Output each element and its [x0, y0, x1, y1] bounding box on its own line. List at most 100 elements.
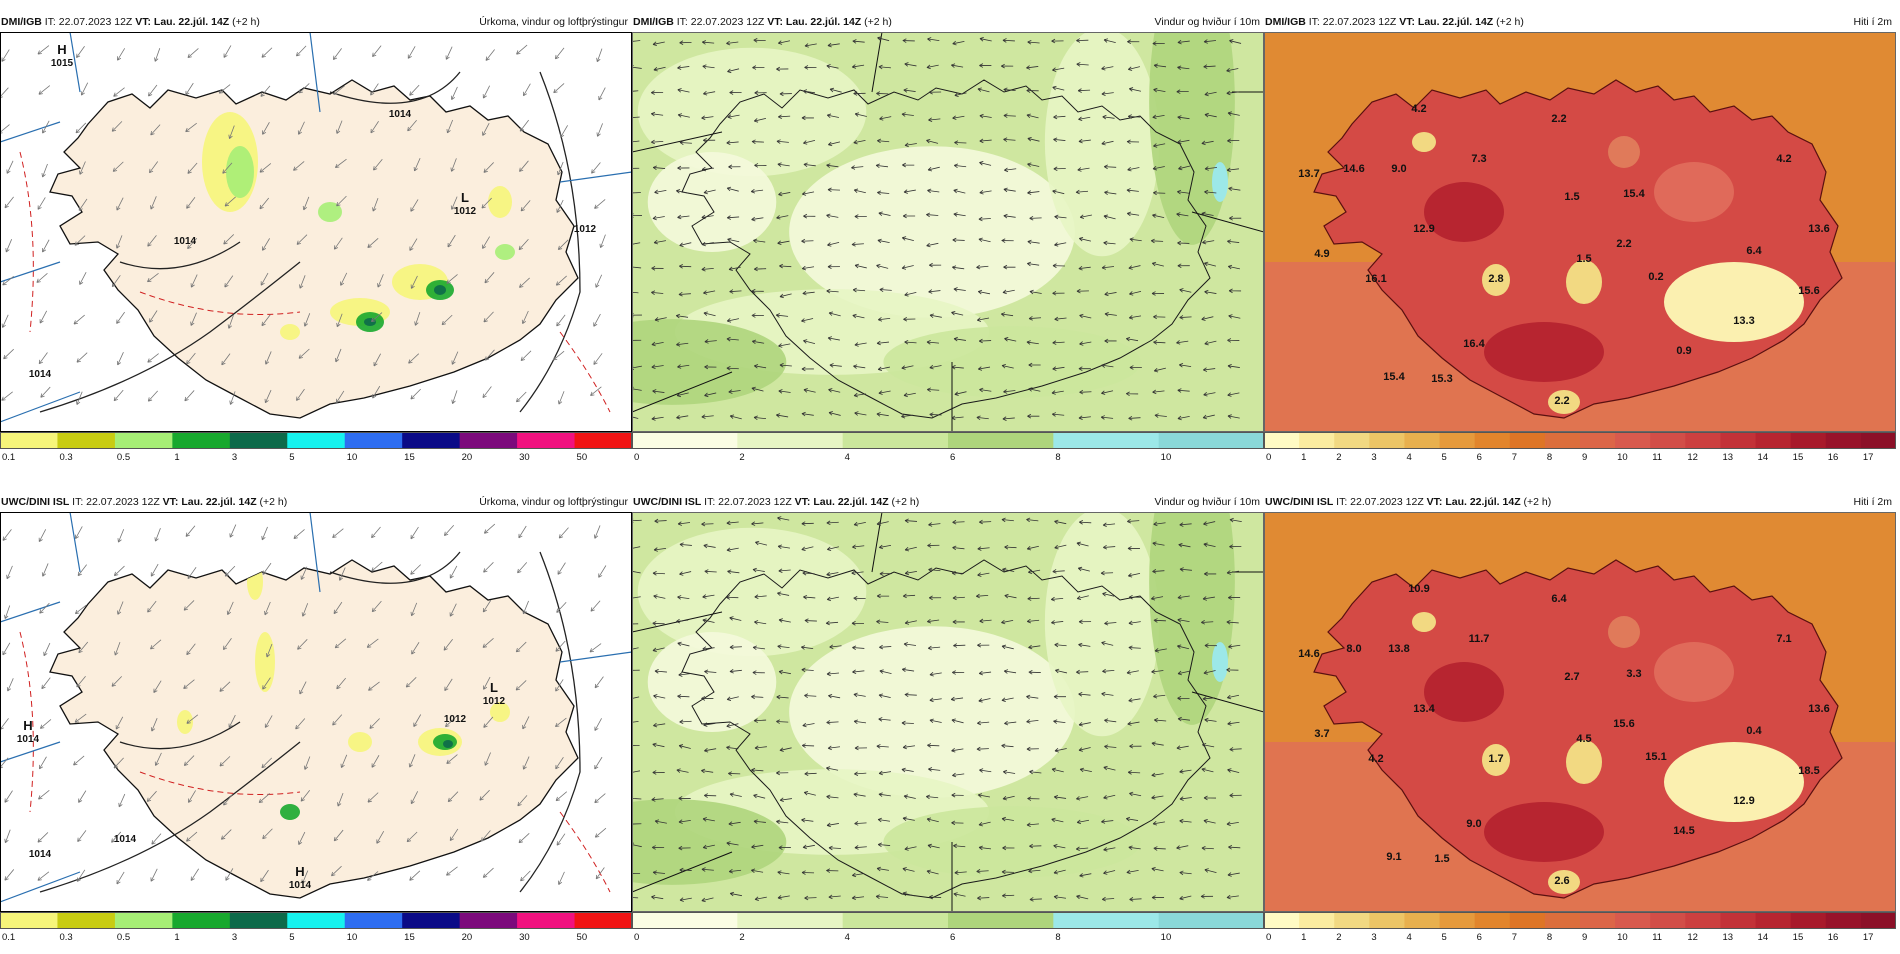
wind-arrow: [751, 521, 764, 526]
wind-barb: [76, 869, 86, 882]
wind-barb: [301, 603, 309, 617]
legend-tick: 1: [1301, 932, 1306, 942]
isobar: [519, 71, 581, 413]
wind-barb: [593, 313, 601, 327]
wind-barb: [40, 386, 51, 398]
wind-barb: [334, 638, 347, 649]
wind-arrow: [654, 317, 667, 322]
wind-arrow: [978, 845, 992, 851]
wind-barb: [42, 239, 50, 253]
wind-arrow: [952, 519, 965, 525]
wind-arrow: [1026, 88, 1039, 93]
legend-swatch: [1369, 432, 1405, 448]
wind-arrow: [728, 868, 742, 874]
wind-arrow: [632, 40, 641, 44]
wind-arrow: [951, 310, 964, 316]
legend-swatch: [1053, 432, 1160, 448]
wind-arrow: [853, 792, 866, 797]
wind-arrow: [1053, 844, 1066, 849]
wind-arrow: [703, 91, 716, 96]
wind-arrow: [678, 819, 691, 824]
legend-tick: 7: [1512, 452, 1517, 462]
legend-tick: 10: [347, 452, 358, 462]
wind-arrow: [651, 290, 664, 295]
wind-arrow: [878, 792, 891, 797]
wind-barb: [116, 601, 124, 615]
wind-speed-area: [632, 799, 787, 885]
precip-area: [177, 710, 193, 734]
wind-arrow: [1203, 367, 1216, 372]
wind-arrow: [650, 111, 664, 117]
wind-arrow: [1227, 392, 1240, 397]
wind-arrow: [702, 817, 715, 822]
wind-barb: [553, 83, 565, 94]
wind-speed-area: [883, 326, 1141, 398]
pressure-label: L: [490, 680, 498, 695]
temp-value-label: 8.0: [1346, 643, 1361, 655]
wind-arrow: [876, 521, 889, 526]
wind-arrow: [903, 88, 916, 93]
wind-arrow: [701, 115, 714, 120]
wind-arrow: [651, 416, 664, 421]
wind-arrow: [651, 797, 664, 802]
wind-arrow: [1104, 338, 1117, 344]
precip-area: [495, 244, 515, 260]
wind-arrow: [1228, 845, 1241, 850]
wind-barb: [222, 162, 233, 174]
wind-arrow: [726, 595, 739, 600]
wind-arrow: [903, 189, 916, 194]
wind-arrow: [1128, 265, 1141, 270]
wind-arrow: [779, 797, 792, 803]
wind-barb: [261, 757, 273, 769]
init-time: IT: 22.07.2023 12Z: [72, 496, 160, 508]
precip-area: [318, 202, 342, 222]
wind-barb: [410, 791, 419, 805]
wind-arrow: [979, 161, 992, 166]
wind-arrow: [754, 163, 767, 168]
wind-arrow: [701, 696, 714, 701]
wind-arrow: [950, 696, 964, 702]
wind-arrow: [902, 816, 915, 822]
wind-arrow: [826, 571, 839, 577]
wind-barb: [446, 754, 458, 764]
wind-arrow: [977, 642, 990, 648]
temp-value-label: 2.2: [1551, 113, 1566, 125]
legend-swatch: [517, 912, 576, 928]
wind-arrow: [676, 768, 689, 773]
wind-barb: [556, 314, 566, 327]
wind-arrow: [729, 668, 742, 674]
wind-barb: [590, 600, 601, 612]
legend-swatch: [1158, 432, 1264, 448]
wind-arrow: [702, 646, 715, 651]
wind-arrow: [1127, 66, 1141, 71]
wind-arrow: [828, 693, 841, 699]
wind-barb: [4, 829, 11, 844]
wind-arrow: [1103, 794, 1116, 800]
legend-tick: 3: [1371, 452, 1376, 462]
wind-arrow: [954, 140, 967, 145]
wind-arrow: [726, 841, 739, 846]
wind-arrow: [676, 415, 689, 420]
legend-swatch: [1615, 912, 1651, 928]
wind-arrow: [929, 672, 942, 677]
wind-arrow: [753, 819, 766, 824]
wind-barb: [186, 643, 196, 656]
wind-arrow: [1053, 894, 1067, 900]
legend-swatch: [1158, 912, 1264, 928]
wind-arrow: [779, 747, 792, 752]
temp-value-label: 3.7: [1314, 728, 1329, 740]
wind-barb: [226, 601, 234, 615]
wind-arrow: [801, 743, 815, 748]
wind-arrow: [1201, 140, 1214, 146]
color-legend: 0.1 0.3 0.5 1 3 5 10 15 20 30 50: [0, 432, 632, 462]
temp-area: [1548, 390, 1580, 414]
wind-arrow: [1129, 237, 1142, 242]
wind-arrow: [651, 364, 664, 369]
wind-arrow: [801, 318, 814, 323]
wind-arrow: [854, 263, 867, 269]
wind-arrow: [878, 770, 892, 776]
wind-arrow: [901, 767, 914, 773]
wind-arrow: [876, 866, 889, 872]
wind-arrow: [726, 140, 739, 145]
wind-arrow: [1228, 288, 1242, 294]
